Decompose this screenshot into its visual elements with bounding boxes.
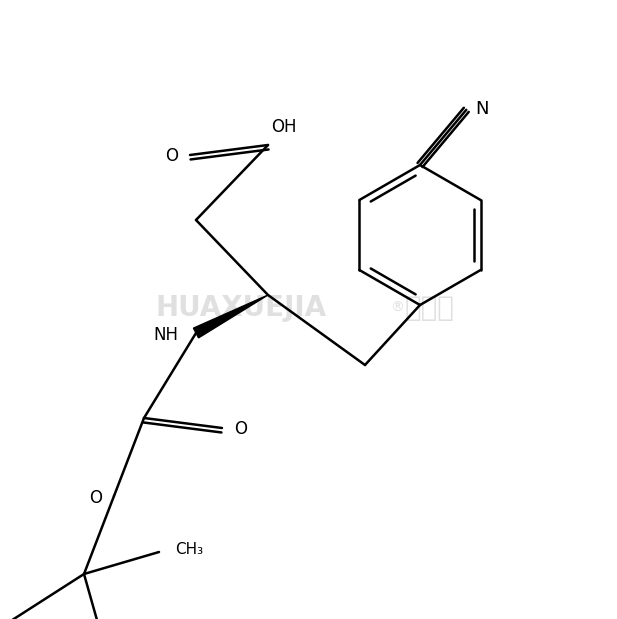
- Text: CH₃: CH₃: [175, 542, 203, 556]
- Text: O: O: [89, 489, 102, 507]
- Text: N: N: [475, 100, 489, 118]
- Text: O: O: [165, 147, 178, 165]
- Text: O: O: [234, 420, 247, 438]
- Text: OH: OH: [271, 118, 297, 136]
- Text: NH: NH: [153, 326, 178, 344]
- Text: 化学加: 化学加: [405, 294, 455, 322]
- Polygon shape: [194, 295, 268, 338]
- Text: ®: ®: [390, 301, 404, 315]
- Text: HUAXUEJIA: HUAXUEJIA: [155, 294, 326, 322]
